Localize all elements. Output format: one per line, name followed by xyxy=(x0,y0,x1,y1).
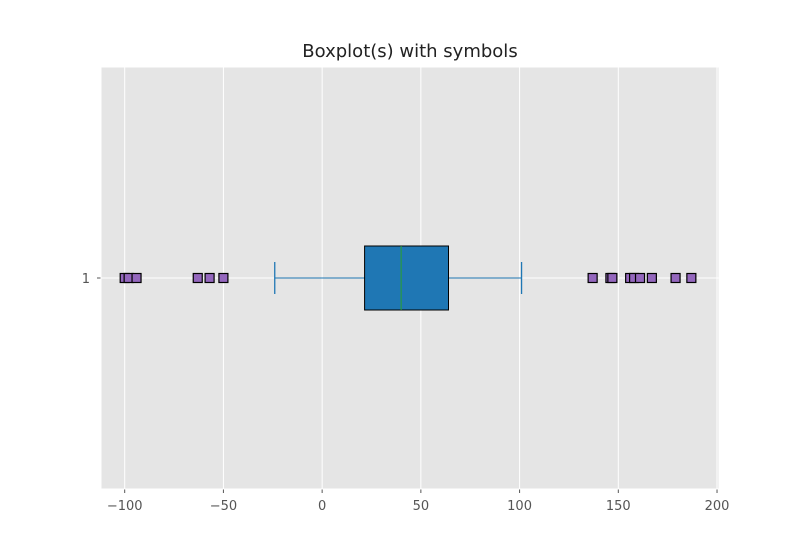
outlier-point xyxy=(204,272,215,284)
outlier-layer xyxy=(119,272,697,284)
x-tick-label: 0 xyxy=(318,499,326,514)
box-iqr xyxy=(364,245,450,311)
tick-layer: −100 −50 0 50 100 150 200 1 xyxy=(82,66,730,514)
x-tick-label: −50 xyxy=(210,499,237,514)
y-tick-label: 1 xyxy=(82,272,90,287)
x-tick-label: −100 xyxy=(107,499,143,514)
outlier-point xyxy=(670,272,681,284)
x-tick-label: 200 xyxy=(705,499,730,514)
outlier-point xyxy=(587,272,598,284)
outlier-point xyxy=(607,272,618,284)
axes-frame xyxy=(100,66,720,490)
x-tick-label: 150 xyxy=(606,499,631,514)
x-tick-label: 100 xyxy=(507,499,532,514)
chart-title: Boxplot(s) with symbols xyxy=(302,41,517,62)
outlier-point xyxy=(131,272,142,284)
outlier-point xyxy=(634,272,646,284)
box-layer xyxy=(274,245,523,311)
outlier-point xyxy=(218,272,229,284)
x-tick-label: 50 xyxy=(413,499,430,514)
outlier-point xyxy=(686,272,697,284)
outlier-point xyxy=(192,272,203,284)
outlier-point xyxy=(646,272,657,284)
